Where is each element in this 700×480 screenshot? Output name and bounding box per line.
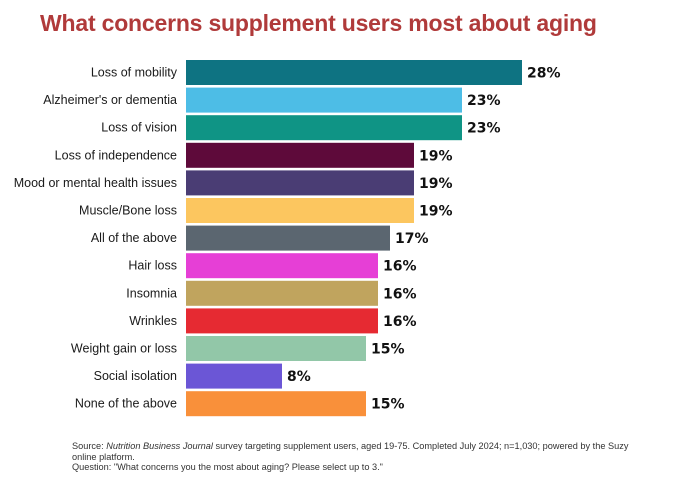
bar: [186, 391, 366, 417]
bar: [186, 60, 522, 85]
bar: [186, 363, 282, 389]
value-label: 23%: [467, 121, 501, 137]
source-details: survey targeting supplement users, aged …: [72, 441, 629, 462]
category-label: Wrinkles: [129, 314, 177, 328]
bar: [186, 87, 462, 113]
value-label: 16%: [383, 259, 417, 275]
bar: [186, 308, 378, 334]
category-label: Loss of vision: [101, 121, 177, 135]
bar: [186, 115, 462, 141]
footnote: Source: Nutrition Business Journal surve…: [72, 441, 632, 473]
value-label: 15%: [371, 342, 405, 358]
value-label: 16%: [383, 286, 417, 302]
chart-title: What concerns supplement users most abou…: [40, 10, 597, 36]
bar-chart: Loss of mobility 28% Alzheimer's or dement…: [14, 60, 561, 417]
value-label: 19%: [419, 148, 453, 164]
value-label: 28%: [527, 66, 561, 82]
value-label: 8%: [287, 369, 311, 385]
source-prefix: Source:: [72, 441, 107, 451]
category-label: Loss of independence: [55, 148, 177, 162]
bar: [186, 336, 366, 361]
category-label: Insomnia: [126, 286, 177, 300]
category-label: Muscle/Bone loss: [79, 204, 177, 218]
value-label: 23%: [467, 93, 501, 109]
value-label: 15%: [371, 397, 405, 413]
survey-question: Question: "What concerns you the most ab…: [72, 462, 383, 472]
source-note: Source: Nutrition Business Journal surve…: [72, 441, 632, 462]
category-label: Loss of mobility: [91, 66, 178, 80]
value-label: 17%: [395, 231, 429, 247]
bar: [186, 142, 414, 168]
bar: [186, 225, 390, 251]
category-label: All of the above: [91, 231, 177, 245]
value-label: 19%: [419, 204, 453, 220]
category-label: Weight gain or loss: [71, 342, 177, 356]
value-label: 19%: [419, 176, 453, 192]
value-label: 16%: [383, 314, 417, 330]
bar: [186, 198, 414, 223]
bar: [186, 253, 378, 279]
category-label: Hair loss: [128, 259, 177, 273]
source-publication: Nutrition Business Journal: [106, 441, 213, 451]
category-label: Mood or mental health issues: [14, 176, 177, 190]
category-label: Alzheimer's or dementia: [43, 93, 177, 107]
category-label: Social isolation: [94, 369, 177, 383]
bar: [186, 170, 414, 196]
bar: [186, 280, 378, 306]
category-label: None of the above: [75, 397, 177, 411]
